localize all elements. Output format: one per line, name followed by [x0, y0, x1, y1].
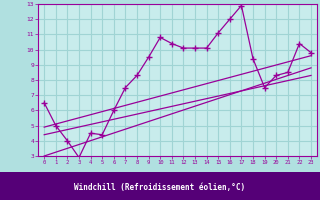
Text: Windchill (Refroidissement éolien,°C): Windchill (Refroidissement éolien,°C): [75, 183, 245, 192]
